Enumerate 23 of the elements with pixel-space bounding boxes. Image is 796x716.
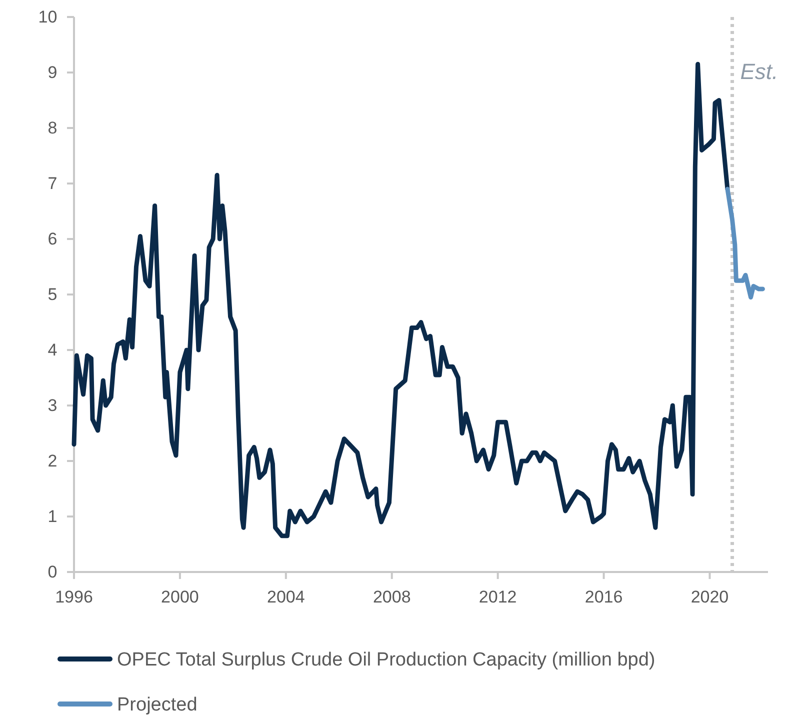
line-series xyxy=(72,62,730,538)
x-tick-label: 2020 xyxy=(690,587,729,606)
y-tick-label: 9 xyxy=(48,62,58,82)
line-series xyxy=(725,186,765,300)
y-tick-label: 4 xyxy=(48,340,58,360)
x-tick-label: 2000 xyxy=(161,587,199,606)
y-tick-label: 6 xyxy=(48,229,58,248)
y-tick-label: 3 xyxy=(48,396,58,415)
y-tick-label: 2 xyxy=(48,451,58,470)
y-tick-label: 8 xyxy=(48,118,58,138)
legend-label: Projected xyxy=(117,694,198,716)
x-tick-label: 2016 xyxy=(584,587,623,606)
x-tick-label: 2004 xyxy=(266,587,305,606)
x-tick-label: 2008 xyxy=(372,587,411,606)
legend-label: OPEC Total Surplus Crude Oil Production Capacity (million bpd) xyxy=(117,650,656,671)
ref-line-label: Est. xyxy=(740,59,778,84)
y-tick-label: 5 xyxy=(48,284,58,304)
y-tick-label: 0 xyxy=(48,562,58,582)
y-tick-label: 7 xyxy=(48,174,58,193)
y-tick-label: 10 xyxy=(38,7,58,26)
x-tick-label: 2012 xyxy=(478,587,517,606)
y-tick-label: 1 xyxy=(48,506,58,526)
x-tick-label: 1996 xyxy=(55,587,93,606)
